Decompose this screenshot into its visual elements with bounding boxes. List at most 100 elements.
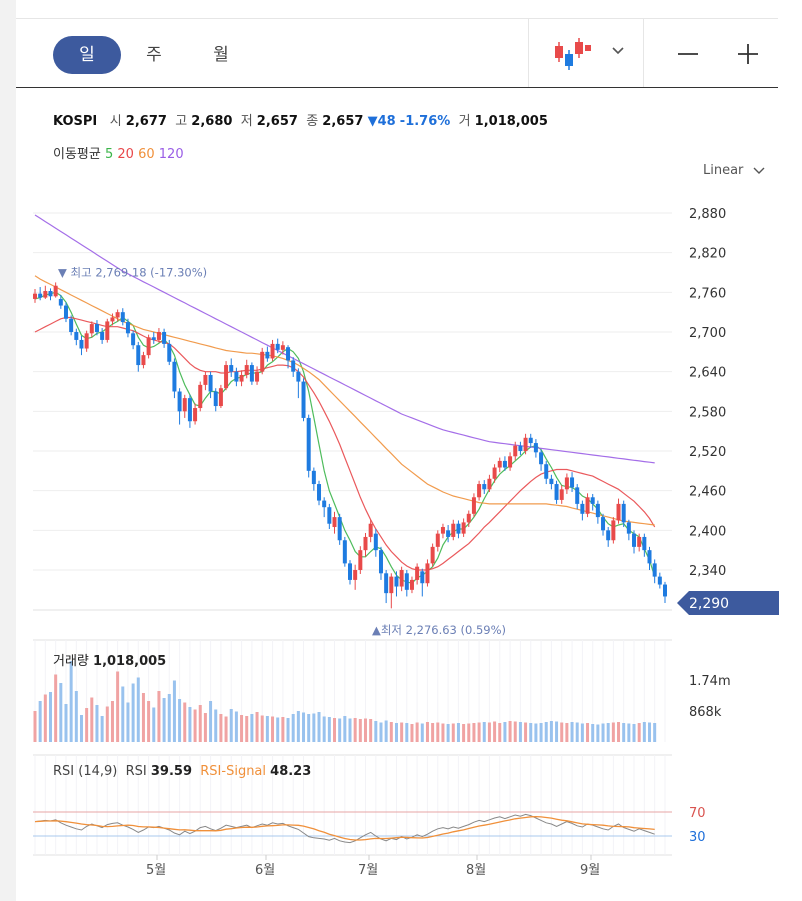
volume-title: 거래량 1,018,005 <box>53 650 166 669</box>
candle-body <box>167 343 172 362</box>
volume-bar <box>234 711 238 742</box>
volume-bar <box>33 711 37 742</box>
volume-bar <box>508 721 512 742</box>
tab-day[interactable]: 일 <box>53 36 121 74</box>
candle-body <box>477 484 482 498</box>
chevron-down-icon <box>753 167 765 174</box>
candle-body <box>518 445 523 451</box>
volume-bar <box>425 722 429 742</box>
candle-body <box>322 500 327 508</box>
volume-bar <box>64 704 68 742</box>
candle-body <box>549 478 554 485</box>
candle-body <box>606 530 611 541</box>
volume-bar <box>353 718 357 742</box>
volume-total: 1,018,005 <box>93 654 167 669</box>
volume-bar <box>312 713 316 742</box>
candlestick-chart-icon <box>555 38 624 70</box>
quote-line: KOSPI 시 2,677 고 2,680 저 2,657 종 2,657 ▼4… <box>53 113 548 131</box>
volume-bar <box>405 723 409 742</box>
scale-select[interactable]: Linear <box>703 163 766 178</box>
rsi-params: RSI (14,9) <box>53 764 118 779</box>
volume-bar <box>172 680 176 742</box>
volume-bar <box>38 701 42 742</box>
volume-bar <box>147 701 151 742</box>
candle-body <box>394 576 399 587</box>
volume-bar <box>48 692 52 742</box>
candle-body <box>652 563 657 577</box>
x-tick-label: 8월 <box>466 863 486 878</box>
zoom-out-icon <box>678 53 698 55</box>
toolbar-divider <box>528 19 529 87</box>
candle-body <box>580 503 585 514</box>
candle-body <box>632 533 637 547</box>
volume-bar <box>482 722 486 742</box>
volume-bar <box>493 721 497 742</box>
volume-bar <box>79 715 83 742</box>
zoom-in-icon <box>738 44 758 64</box>
high-marker-label: ▼ 최고 2,769.18 (-17.30%) <box>58 265 207 279</box>
candle-body <box>69 318 74 332</box>
volume-bar <box>529 723 533 742</box>
top-divider <box>16 18 778 19</box>
current-price-tag <box>677 591 779 615</box>
zoom-out-button[interactable] <box>668 34 708 74</box>
volume-bar <box>260 715 264 742</box>
volume-bar <box>131 683 135 742</box>
volume-bar <box>420 723 424 742</box>
x-tick-label: 6월 <box>255 863 275 878</box>
volume-bar <box>611 722 615 742</box>
tab-month[interactable]: 월 <box>213 45 229 65</box>
candle-body <box>136 345 141 366</box>
candle-body <box>198 384 203 409</box>
candle-body <box>368 523 373 537</box>
candle-body <box>487 478 492 490</box>
volume-bar <box>524 722 528 742</box>
volume-bar <box>162 698 166 742</box>
candle-body <box>508 456 513 468</box>
candle-body <box>203 374 208 385</box>
volume-bar <box>105 706 109 742</box>
volume-bar <box>255 712 259 742</box>
moving-average-legend: 이동평균 5 20 60 120 <box>53 146 184 164</box>
candle-body <box>79 339 84 349</box>
volume-bar <box>400 722 404 742</box>
volume-bar <box>358 719 362 742</box>
y-tick-label: 2,520 <box>689 445 726 460</box>
volume-bar <box>110 701 114 742</box>
low-value: 2,657 <box>256 114 298 129</box>
candle-body <box>125 322 130 334</box>
rsi-30-label: 30 <box>689 830 706 845</box>
rsi-value: 39.59 <box>150 764 192 779</box>
toolbar-divider-bottom <box>16 87 778 88</box>
candle-body <box>33 293 37 299</box>
candle-body <box>105 321 110 340</box>
toolbar-divider <box>643 19 644 87</box>
candle-body <box>497 460 502 468</box>
chevron-down-icon <box>612 47 624 55</box>
close-label: 종 <box>306 114 319 129</box>
candle-body <box>162 332 167 344</box>
volume-bar <box>271 716 275 742</box>
candle-body <box>156 332 161 340</box>
volume-bar <box>121 686 125 742</box>
candle-body <box>177 391 182 412</box>
candle-body <box>337 517 342 541</box>
volume-bar <box>539 723 543 742</box>
volume-bar <box>193 709 197 742</box>
volume-bar <box>224 716 228 742</box>
candle-body <box>213 391 218 407</box>
rsi-signal-line <box>34 815 655 841</box>
chart-type-button[interactable] <box>545 32 640 74</box>
candle-body <box>301 381 306 418</box>
tab-week[interactable]: 주 <box>146 45 162 65</box>
candle-body <box>621 503 626 523</box>
volume-bar <box>219 714 223 742</box>
candle-body <box>286 347 291 361</box>
volume-label: 거 <box>458 114 471 129</box>
zoom-in-button[interactable] <box>728 34 768 74</box>
candle-body <box>513 445 518 457</box>
candle-body <box>131 333 136 346</box>
candle-body <box>637 536 642 547</box>
volume-bar <box>343 716 347 742</box>
